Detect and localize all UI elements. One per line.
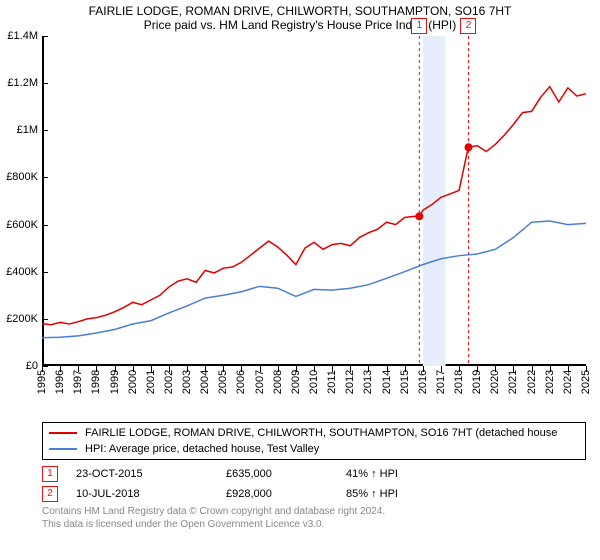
x-tick-label: 2020 <box>489 370 501 394</box>
legend-swatch <box>49 432 77 434</box>
x-tick-label: 2007 <box>254 370 266 394</box>
x-tick-label: 2016 <box>417 370 429 394</box>
y-tick-label: £200K <box>6 313 38 325</box>
x-tick-label: 2014 <box>381 370 393 394</box>
x-tick-label: 2008 <box>272 370 284 394</box>
sale-delta: 85% ↑ HPI <box>346 488 586 500</box>
x-tick-label: 1995 <box>36 370 48 394</box>
x-tick-label: 2023 <box>544 370 556 394</box>
x-tick-label: 2002 <box>163 370 175 394</box>
sale-row-2: 2 10-JUL-2018£928,00085% ↑ HPI <box>42 484 586 504</box>
sale-delta: 41% ↑ HPI <box>346 468 586 480</box>
y-tick <box>42 130 48 131</box>
x-tick-label: 2024 <box>562 370 574 394</box>
series-hpi <box>42 221 586 338</box>
y-tick-label: £600K <box>6 219 38 231</box>
x-tick-label: 2015 <box>399 370 411 394</box>
legend-row-property: FAIRLIE LODGE, ROMAN DRIVE, CHILWORTH, S… <box>49 425 579 441</box>
sale-badge: 2 <box>42 486 58 502</box>
footer-attribution: Contains HM Land Registry data © Crown c… <box>42 506 594 531</box>
x-tick-label: 2010 <box>308 370 320 394</box>
x-tick-label: 2001 <box>145 370 157 394</box>
sale-date: 10-JUL-2018 <box>76 488 226 500</box>
chart-titles: FAIRLIE LODGE, ROMAN DRIVE, CHILWORTH, S… <box>0 0 600 32</box>
plot-svg <box>42 36 586 366</box>
x-tick-label: 2012 <box>344 370 356 394</box>
sale-date: 23-OCT-2015 <box>76 468 226 480</box>
footer-line-2: This data is licensed under the Open Gov… <box>42 519 594 532</box>
x-tick-label: 2011 <box>326 370 338 394</box>
y-tick <box>42 83 48 84</box>
x-tick-label: 2000 <box>127 370 139 394</box>
y-tick <box>42 272 48 273</box>
sale-price: £928,000 <box>226 488 346 500</box>
sale-point <box>415 212 423 220</box>
x-tick-label: 2019 <box>471 370 483 394</box>
x-tick-label: 2018 <box>453 370 465 394</box>
footer-line-1: Contains HM Land Registry data © Crown c… <box>42 506 594 519</box>
y-tick <box>42 36 48 37</box>
y-tick <box>42 225 48 226</box>
x-tick-label: 2025 <box>580 370 592 394</box>
chart-area: £0£200K£400K£600K£800K£1M£1.2M£1.4M19951… <box>42 36 586 416</box>
y-tick-label: £400K <box>6 266 38 278</box>
y-tick <box>42 319 48 320</box>
x-tick-label: 2021 <box>507 370 519 394</box>
legend-box: FAIRLIE LODGE, ROMAN DRIVE, CHILWORTH, S… <box>42 422 586 460</box>
x-tick-label: 1996 <box>54 370 66 394</box>
event-marker-2: 2 <box>460 18 476 34</box>
sale-row-1: 1 23-OCT-2015£635,00041% ↑ HPI <box>42 464 586 484</box>
x-tick-label: 2003 <box>181 370 193 394</box>
event-marker-1: 1 <box>411 18 427 34</box>
sale-badge: 1 <box>42 466 58 482</box>
y-tick-label: £1.2M <box>7 77 38 89</box>
sales-table: 1 23-OCT-2015£635,00041% ↑ HPI 2 10-JUL-201… <box>42 464 586 504</box>
title-main: FAIRLIE LODGE, ROMAN DRIVE, CHILWORTH, S… <box>0 4 600 18</box>
sale-price: £635,000 <box>226 468 346 480</box>
y-tick <box>42 177 48 178</box>
legend-label: HPI: Average price, detached house, Test… <box>85 443 319 455</box>
sale-point <box>464 143 472 151</box>
x-tick-label: 1998 <box>90 370 102 394</box>
event-band <box>423 36 446 366</box>
x-tick-label: 1999 <box>109 370 121 394</box>
x-tick-label: 2017 <box>435 370 447 394</box>
legend-row-hpi: HPI: Average price, detached house, Test… <box>49 441 579 457</box>
x-tick-label: 2022 <box>526 370 538 394</box>
x-tick-label: 2005 <box>217 370 229 394</box>
x-tick-label: 2006 <box>235 370 247 394</box>
y-tick-label: £800K <box>6 171 38 183</box>
legend-swatch <box>49 448 77 450</box>
x-tick-label: 2004 <box>199 370 211 394</box>
legend-label: FAIRLIE LODGE, ROMAN DRIVE, CHILWORTH, S… <box>85 427 557 439</box>
y-tick-label: £1.4M <box>7 30 38 42</box>
x-tick-label: 2013 <box>362 370 374 394</box>
title-sub: Price paid vs. HM Land Registry's House … <box>0 18 600 32</box>
x-tick-label: 1997 <box>72 370 84 394</box>
y-tick-label: £1M <box>17 124 38 136</box>
x-tick-label: 2009 <box>290 370 302 394</box>
